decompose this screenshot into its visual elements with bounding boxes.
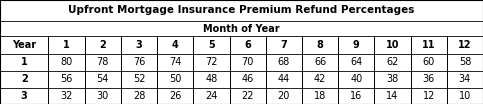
Text: 70: 70 [242, 57, 254, 67]
Text: 28: 28 [133, 91, 145, 102]
Text: 3: 3 [21, 91, 28, 102]
Text: 10: 10 [386, 40, 399, 50]
Text: 1: 1 [63, 40, 70, 50]
Text: 3: 3 [136, 40, 142, 50]
Text: 14: 14 [386, 91, 398, 102]
Text: 12: 12 [458, 40, 471, 50]
Text: 20: 20 [278, 91, 290, 102]
Text: 60: 60 [423, 57, 435, 67]
Text: 6: 6 [244, 40, 251, 50]
Text: 74: 74 [169, 57, 182, 67]
Text: 66: 66 [314, 57, 326, 67]
Text: 9: 9 [353, 40, 360, 50]
Text: 80: 80 [60, 57, 72, 67]
Text: 32: 32 [60, 91, 73, 102]
Text: 72: 72 [205, 57, 218, 67]
Text: 36: 36 [423, 74, 435, 84]
Text: 22: 22 [242, 91, 254, 102]
Text: 52: 52 [133, 74, 145, 84]
Text: 5: 5 [208, 40, 215, 50]
Text: 64: 64 [350, 57, 362, 67]
Text: 44: 44 [278, 74, 290, 84]
Text: 24: 24 [205, 91, 218, 102]
Text: 78: 78 [97, 57, 109, 67]
Text: 1: 1 [21, 57, 28, 67]
Text: 46: 46 [242, 74, 254, 84]
Text: 18: 18 [314, 91, 326, 102]
Text: 2: 2 [21, 74, 28, 84]
Text: 7: 7 [281, 40, 287, 50]
Text: 12: 12 [423, 91, 435, 102]
Text: 11: 11 [422, 40, 436, 50]
Text: 48: 48 [205, 74, 217, 84]
Text: 56: 56 [60, 74, 73, 84]
Text: 10: 10 [459, 91, 471, 102]
Text: 16: 16 [350, 91, 362, 102]
Text: Month of Year: Month of Year [203, 24, 280, 34]
Text: 76: 76 [133, 57, 145, 67]
Text: 34: 34 [459, 74, 471, 84]
Text: 4: 4 [172, 40, 179, 50]
Text: 62: 62 [386, 57, 398, 67]
Text: 42: 42 [314, 74, 326, 84]
Text: Upfront Mortgage Insurance Premium Refund Percentages: Upfront Mortgage Insurance Premium Refun… [68, 5, 415, 15]
Text: 54: 54 [97, 74, 109, 84]
Text: 58: 58 [459, 57, 471, 67]
Text: 2: 2 [99, 40, 106, 50]
Text: 40: 40 [350, 74, 362, 84]
Text: 68: 68 [278, 57, 290, 67]
Text: 38: 38 [386, 74, 398, 84]
Text: Year: Year [12, 40, 36, 50]
Text: 8: 8 [317, 40, 324, 50]
Text: 26: 26 [169, 91, 182, 102]
Text: 30: 30 [97, 91, 109, 102]
Text: 50: 50 [169, 74, 182, 84]
